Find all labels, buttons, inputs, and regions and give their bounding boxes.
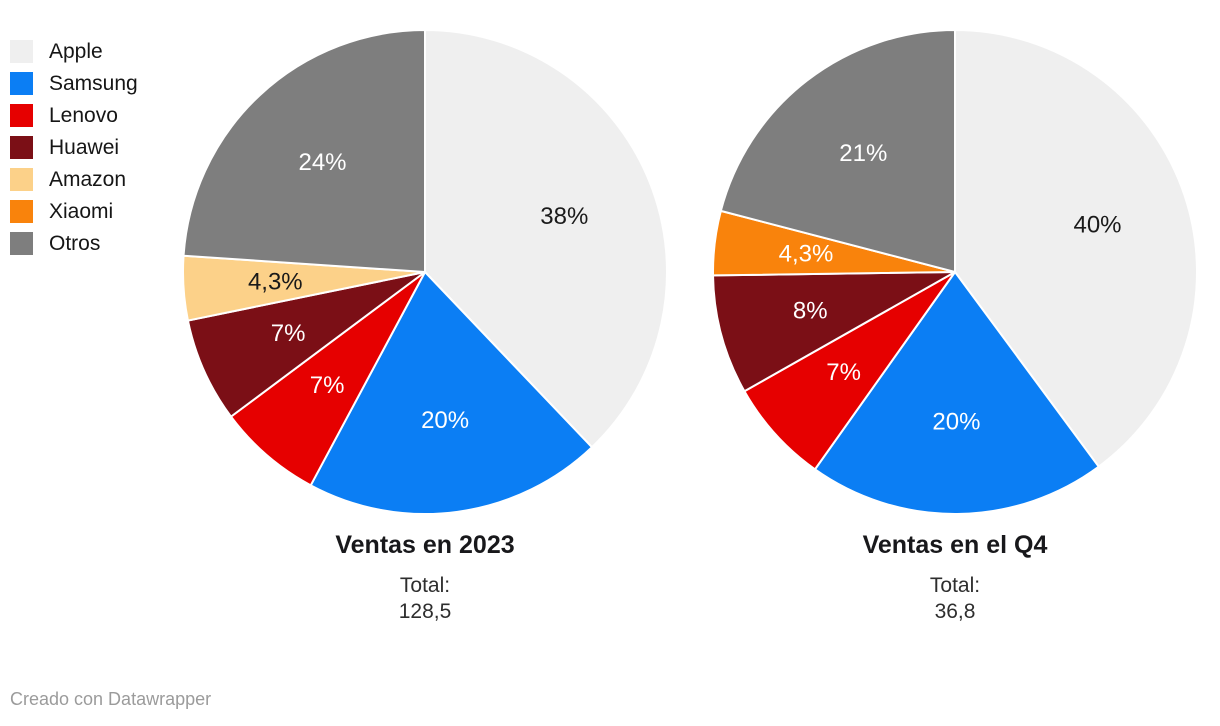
pie-slice-label-otros: 24%: [298, 149, 346, 176]
pie-total-label-q4: Total:: [929, 573, 981, 597]
legend-swatch-samsung: [10, 72, 33, 95]
legend-label: Otros: [49, 232, 101, 255]
legend-label: Samsung: [49, 72, 138, 95]
legend-item-otros: Otros: [10, 232, 138, 255]
pie-title-q4: Ventas en el Q4: [862, 531, 1048, 559]
legend-item-huawei: Huawei: [10, 136, 138, 159]
legend-label: Lenovo: [49, 104, 118, 127]
legend-label: Huawei: [49, 136, 120, 159]
pie-total-label-2023: Total:: [399, 573, 451, 597]
legend-label: Apple: [49, 40, 103, 63]
pie-caption-2023: Ventas en 2023 Total: 128,5: [225, 531, 625, 625]
pie-slice-label-apple: 38%: [540, 203, 588, 230]
pie-total-value-q4: 36,8: [934, 599, 976, 623]
legend-swatch-lenovo: [10, 104, 33, 127]
legend-swatch-otros: [10, 232, 33, 255]
legend-swatch-huawei: [10, 136, 33, 159]
pie-slice-label-samsung: 20%: [421, 407, 469, 434]
legend-label: Xiaomi: [49, 200, 114, 223]
pie-slice-label-lenovo: 7%: [826, 359, 861, 386]
pie-slice-apple[interactable]: [424, 29, 668, 449]
pie-slice-label-apple: 40%: [1073, 212, 1121, 239]
pie-slice-label-samsung: 20%: [932, 409, 980, 436]
pie-total-value-2023: 128,5: [398, 599, 452, 623]
pie-slice-label-xiaomi: 4,3%: [779, 241, 834, 268]
pie-title-2023: Ventas en 2023: [335, 531, 515, 559]
legend-item-apple: Apple: [10, 40, 138, 63]
pie-slice-label-lenovo: 7%: [310, 372, 345, 399]
pie-slice-label-huawei: 7%: [271, 320, 306, 347]
pie-caption-q4: Ventas en el Q4 Total: 36,8: [755, 531, 1155, 625]
datawrapper-credit-link[interactable]: Creado con Datawrapper: [10, 689, 212, 709]
pie-slice-samsung[interactable]: [309, 270, 594, 515]
pie-chart-0: 38% 20% 7%7% 4,3% 24%: [182, 29, 668, 515]
pie-slice-otros[interactable]: [182, 29, 426, 274]
pie-slice-huawei[interactable]: [712, 271, 956, 393]
pie-slice-label-otros: 21%: [839, 140, 887, 167]
pie-chart-1: 40% 20% 7% 8% 4,3% 21%: [712, 29, 1198, 515]
pie-slice-label-amazon: 4,3%: [248, 269, 303, 296]
legend-label: Amazon: [49, 168, 127, 191]
legend-item-xiaomi: Xiaomi: [10, 200, 138, 223]
pie-slice-lenovo[interactable]: [229, 271, 426, 487]
legend-item-samsung: Samsung: [10, 72, 138, 95]
pie-slice-apple[interactable]: [954, 29, 1198, 469]
legend: Apple Samsung Lenovo Huawei Amazon Xiaomi Otro…: [10, 40, 138, 264]
legend-swatch-apple: [10, 40, 33, 63]
pie-slice-samsung[interactable]: [813, 270, 1101, 515]
legend-item-lenovo: Lenovo: [10, 104, 138, 127]
legend-swatch-amazon: [10, 168, 33, 191]
pie-slice-lenovo[interactable]: [743, 271, 956, 471]
pie-slice-otros[interactable]: [719, 29, 956, 274]
pie-slice-label-huawei: 8%: [793, 298, 828, 325]
legend-item-amazon: Amazon: [10, 168, 138, 191]
legend-swatch-xiaomi: [10, 200, 33, 223]
pie-slice-huawei[interactable]: [186, 271, 426, 419]
